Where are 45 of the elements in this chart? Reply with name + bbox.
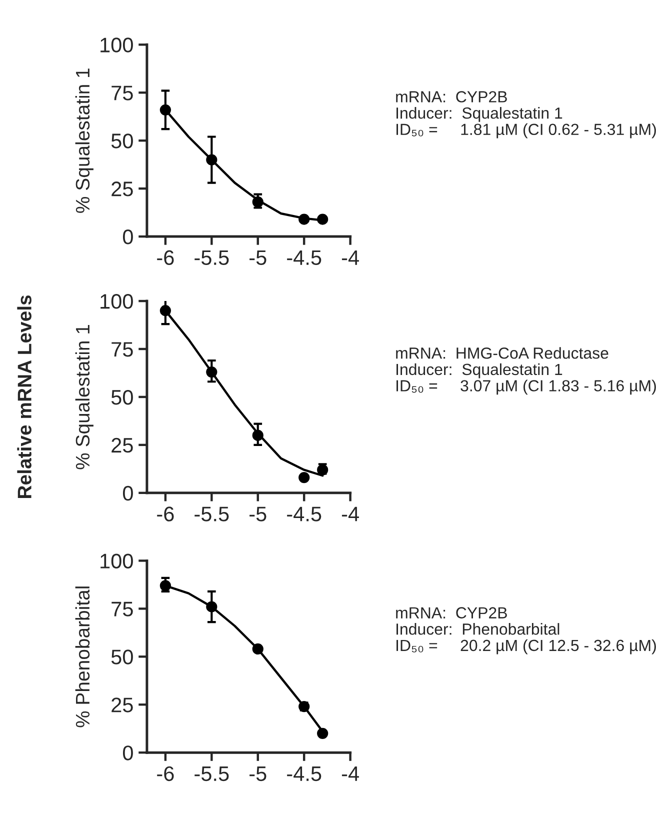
x-tick-label: -4.5: [287, 766, 322, 782]
x-tick-label: -4.5: [287, 506, 322, 522]
text: Inducer: Squalestatin 1: [396, 363, 562, 378]
y-tick-label: 25: [112, 698, 133, 712]
y-axis-title: % Squalestatin 1: [75, 68, 94, 213]
x-tick-label: -6: [157, 250, 174, 266]
text: ID₅₀ = 1.81 µM (CI 0.62 - 5.31 µM): [396, 123, 656, 138]
x-tick-label: -4: [342, 506, 359, 522]
text: mRNA: CYP2B: [396, 607, 507, 618]
x-tick-label: -5.5: [194, 506, 229, 522]
y-tick-label: 0: [122, 486, 133, 501]
y-tick-label: 100: [100, 554, 133, 568]
y-tick-label: 50: [111, 650, 133, 664]
y-tick-label: 75: [112, 602, 133, 616]
y-axis-title: % Phenobarbital: [75, 586, 90, 728]
y-tick-label: 0: [122, 746, 133, 760]
y-tick-label: 25: [112, 438, 133, 453]
y-tick-label: 50: [111, 390, 133, 405]
y-tick-label: 0: [122, 230, 133, 244]
text: ID₅₀ = 3.07 µM (CI 1.83 - 5.16 µM): [396, 380, 656, 395]
point: [317, 728, 328, 739]
x-tick-label: -6: [157, 766, 174, 782]
x-tick-label: -4: [342, 766, 359, 781]
y-tick-label: 25: [112, 182, 133, 196]
y-tick-label: 100: [100, 38, 133, 52]
x-tick-label: -4: [342, 250, 359, 265]
y-tick-label: 100: [100, 294, 133, 309]
text: Relative mRNA Levels: [17, 295, 32, 498]
text: Inducer: Squalestatin 1: [396, 107, 562, 122]
x-tick-label: -5: [250, 766, 266, 782]
y-tick-label: 75: [112, 86, 133, 100]
text: Inducer: Phenobarbital: [396, 623, 560, 635]
y-tick-label: 50: [111, 134, 133, 148]
y-axis-title: % Squalestatin 1: [75, 324, 94, 470]
x-tick-label: -5.5: [194, 766, 229, 782]
x-tick-label: -5.5: [194, 250, 229, 266]
text: mRNA: CYP2B: [396, 91, 507, 102]
x-tick-label: -5: [250, 506, 266, 522]
x-tick-label: -6: [157, 506, 174, 522]
x-tick-label: -4.5: [287, 250, 322, 266]
x-tick-label: -5: [250, 250, 266, 266]
y-tick-label: 75: [112, 342, 133, 357]
text: mRNA: HMG-CoA Reductase: [396, 347, 608, 359]
point: [298, 472, 310, 484]
text: ID₅₀ = 20.2 µM (CI 12.5 - 32.6 µM): [396, 639, 656, 654]
